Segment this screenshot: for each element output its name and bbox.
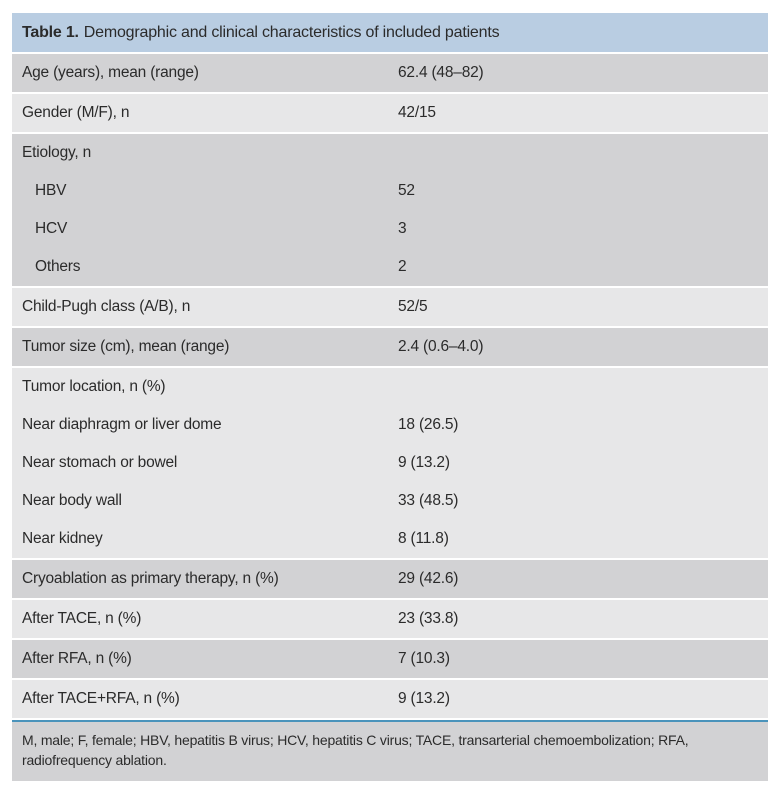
row-value: 29 (42.6) [398, 570, 459, 587]
table-row: After TACE, n (%) 23 (33.8) [12, 600, 768, 638]
row-value: 9 (13.2) [398, 454, 450, 471]
table-row: Age (years), mean (range) 62.4 (48–82) [12, 54, 768, 92]
row-label: After TACE+RFA, n (%) [22, 690, 180, 707]
row-label: Cryoablation as primary therapy, n (%) [22, 570, 279, 587]
table-row: HBV 52 [12, 172, 768, 210]
row-label: After TACE, n (%) [22, 610, 142, 627]
row-label: Child-Pugh class (A/B), n [22, 298, 191, 315]
table-row: Tumor location, n (%) [12, 368, 768, 406]
table-title: Demographic and clinical characteristics… [83, 23, 500, 41]
table-group: Tumor size (cm), mean (range) 2.4 (0.6–4… [12, 328, 768, 366]
row-label: HBV [35, 182, 67, 199]
row-value: 2 [398, 258, 407, 275]
table-row: Near diaphragm or liver dome 18 (26.5) [12, 406, 768, 444]
table-group: Gender (M/F), n 42/15 [12, 94, 768, 132]
row-value: 8 (11.8) [398, 530, 449, 547]
table-1: Table 1. Demographic and clinical charac… [12, 13, 768, 781]
footnote-divider-line [12, 720, 768, 722]
row-label: Gender (M/F), n [22, 104, 130, 121]
row-value: 62.4 (48–82) [398, 64, 484, 81]
table-row: Near body wall 33 (48.5) [12, 482, 768, 520]
row-value: 7 (10.3) [398, 650, 450, 667]
table-row: After RFA, n (%) 7 (10.3) [12, 640, 768, 678]
row-label: Near kidney [22, 530, 103, 547]
table-row: Gender (M/F), n 42/15 [12, 94, 768, 132]
row-label: Age (years), mean (range) [22, 64, 199, 81]
table-row: Near kidney 8 (11.8) [12, 520, 768, 558]
row-value: 3 [398, 220, 407, 237]
row-label: Others [35, 258, 81, 275]
row-label: Tumor location, n (%) [22, 378, 166, 395]
table-row: Child-Pugh class (A/B), n 52/5 [12, 288, 768, 326]
row-label: Etiology, n [22, 144, 92, 161]
table-group: After TACE, n (%) 23 (33.8) [12, 600, 768, 638]
row-value: 33 (48.5) [398, 492, 459, 509]
row-label: After RFA, n (%) [22, 650, 132, 667]
row-label: Tumor size (cm), mean (range) [22, 338, 230, 355]
row-value: 9 (13.2) [398, 690, 450, 707]
table-group: Child-Pugh class (A/B), n 52/5 [12, 288, 768, 326]
row-value: 52 [398, 182, 415, 199]
row-value: 23 (33.8) [398, 610, 459, 627]
table-row: Near stomach or bowel 9 (13.2) [12, 444, 768, 482]
table-row: Etiology, n [12, 134, 768, 172]
table-group: Age (years), mean (range) 62.4 (48–82) [12, 54, 768, 92]
table-row: After TACE+RFA, n (%) 9 (13.2) [12, 680, 768, 718]
row-label: HCV [35, 220, 68, 237]
table-row: Cryoablation as primary therapy, n (%) 2… [12, 560, 768, 598]
table-number: Table 1. [22, 23, 79, 41]
row-label: Near body wall [22, 492, 122, 509]
row-value: 2.4 (0.6–4.0) [398, 338, 484, 355]
row-label: Near stomach or bowel [22, 454, 178, 471]
table-group: After TACE+RFA, n (%) 9 (13.2) [12, 680, 768, 718]
row-label: Near diaphragm or liver dome [22, 416, 222, 433]
table-row: Tumor size (cm), mean (range) 2.4 (0.6–4… [12, 328, 768, 366]
row-value: 18 (26.5) [398, 416, 459, 433]
table-group: After RFA, n (%) 7 (10.3) [12, 640, 768, 678]
table-group: Cryoablation as primary therapy, n (%) 2… [12, 560, 768, 598]
table-group: Etiology, n HBV 52 HCV 3 Others 2 [12, 134, 768, 286]
table-footnote: M, male; F, female; HBV, hepatitis B vir… [12, 722, 768, 781]
table-group: Tumor location, n (%) Near diaphragm or … [12, 368, 768, 558]
table-row: Others 2 [12, 248, 768, 286]
table-title-bar: Table 1. Demographic and clinical charac… [12, 13, 768, 52]
table-row: HCV 3 [12, 210, 768, 248]
row-value: 52/5 [398, 298, 428, 315]
row-value: 42/15 [398, 104, 436, 121]
